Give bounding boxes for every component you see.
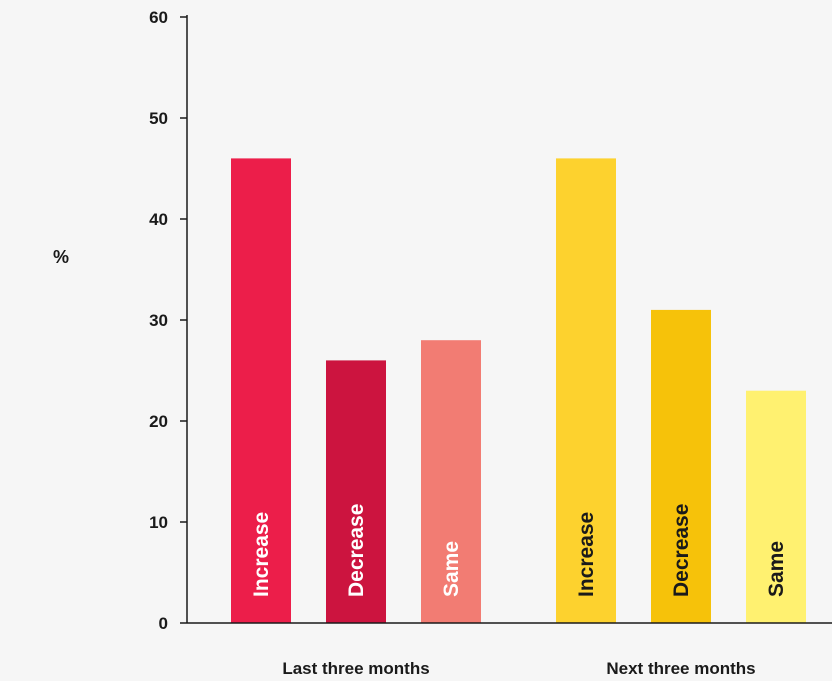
y-axis-ticks: 0 10 20 30 40 50 60 xyxy=(149,8,187,633)
y-axis-unit-label: % xyxy=(53,247,69,267)
y-tick-label: 50 xyxy=(149,109,168,128)
y-tick-label: 0 xyxy=(159,614,168,633)
y-tick-label: 40 xyxy=(149,210,168,229)
bar-label: Decrease xyxy=(670,504,693,597)
bar-same xyxy=(746,390,806,623)
bar-label: Increase xyxy=(250,512,273,597)
y-tick-label: 30 xyxy=(149,311,168,330)
bar-decrease xyxy=(326,360,386,623)
bar-same xyxy=(421,340,481,623)
bar-label: Same xyxy=(765,541,788,597)
bar-decrease xyxy=(651,309,711,623)
bars: Increase Decrease Same Increase Decrease Same xyxy=(231,158,806,623)
bar-increase xyxy=(556,158,616,623)
group-label: Next three months xyxy=(606,659,755,678)
y-tick-label: 10 xyxy=(149,513,168,532)
bar-label: Decrease xyxy=(345,504,368,597)
bar-label: Increase xyxy=(575,512,598,597)
y-tick-label: 60 xyxy=(149,8,168,27)
bar-increase xyxy=(231,158,291,623)
bar-label: Same xyxy=(440,541,463,597)
y-tick-label: 20 xyxy=(149,412,168,431)
group-label: Last three months xyxy=(282,659,429,678)
group-labels: Last three months Next three months xyxy=(282,659,755,678)
